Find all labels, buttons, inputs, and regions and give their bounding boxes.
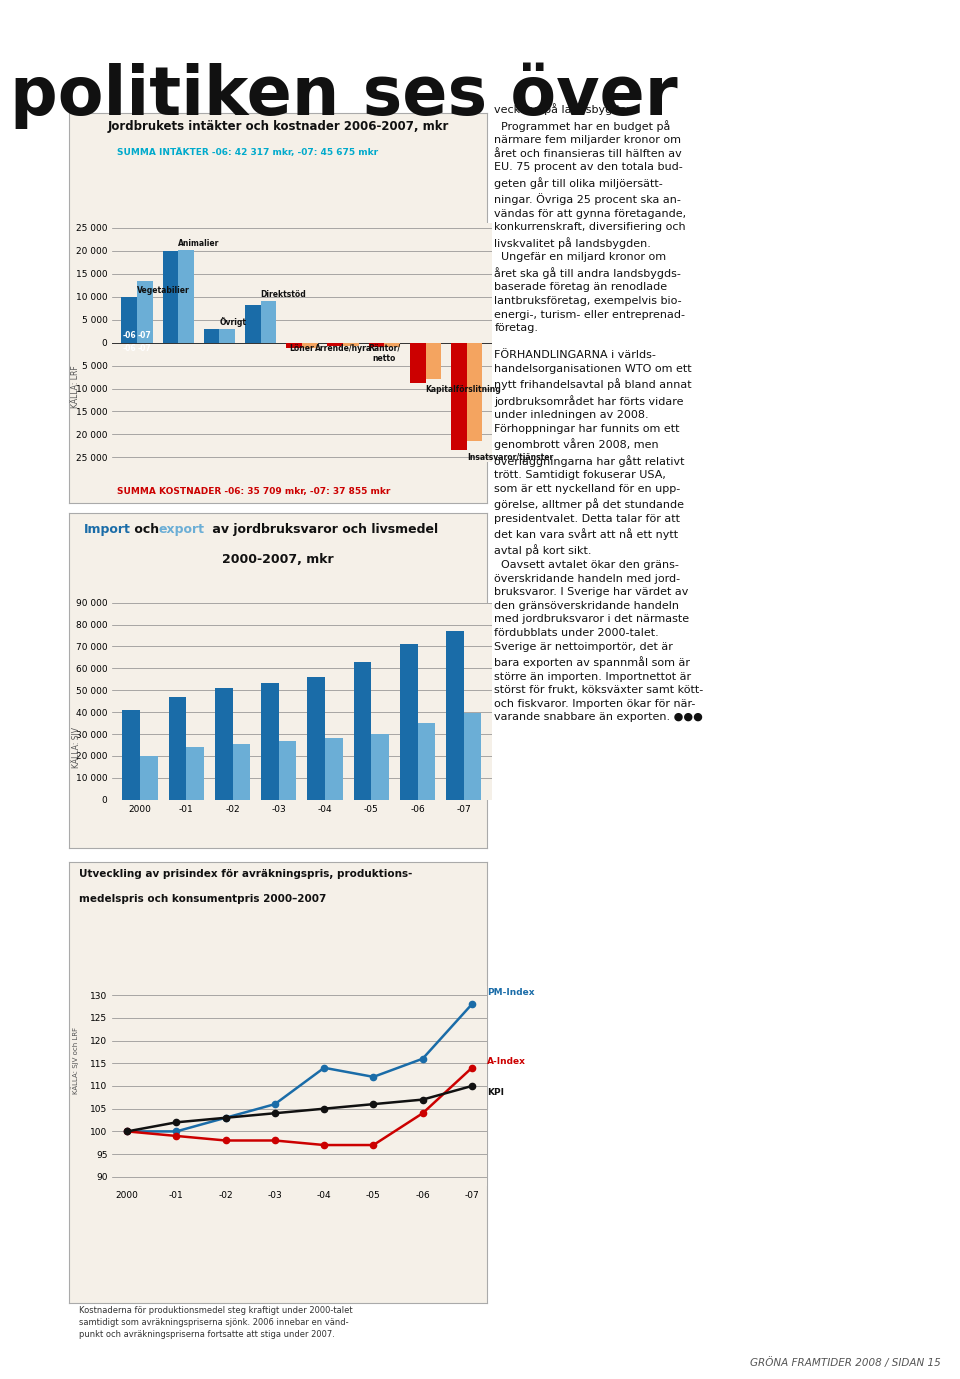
Bar [286,342,301,348]
Bar [425,342,442,379]
Bar [232,743,251,800]
Text: Övrigt: Övrigt [220,317,247,327]
Text: Kostnaderna för produktionsmedel steg kraftigt under 2000-talet
samtidigt som av: Kostnaderna för produktionsmedel steg kr… [79,1306,352,1339]
Bar [204,330,220,342]
Text: Kapitalförslitning: Kapitalförslitning [425,385,501,394]
Text: KÄLLA: SJV och LRF: KÄLLA: SJV och LRF [71,1027,79,1094]
Text: Löner: Löner [290,343,314,353]
Text: -06: -06 [123,331,136,341]
Bar [137,281,153,342]
Text: Vegetabilier: Vegetabilier [137,285,190,295]
Bar [140,756,157,800]
Text: medelspris och konsumentpris 2000–2007: medelspris och konsumentpris 2000–2007 [79,894,326,903]
Bar [467,342,483,441]
Text: GRÖNA FRAMTIDER 2008 / SIDAN 15: GRÖNA FRAMTIDER 2008 / SIDAN 15 [750,1357,941,1368]
Text: A-Index: A-Index [487,1056,525,1066]
Bar [215,688,232,800]
Text: 2000-2007, mkr: 2000-2007, mkr [222,553,334,565]
Text: KÄLLA: LRF: KÄLLA: LRF [71,365,80,408]
Text: Utveckling av prisindex för avräkningspris, produktions-: Utveckling av prisindex för avräkningspr… [79,869,412,878]
Bar [369,342,384,346]
Text: KÄLLA: SJV: KÄLLA: SJV [71,727,81,768]
Bar [123,710,140,800]
Text: SUMMA KOSTNADER -06: 35 709 mkr, -07: 37 855 mkr: SUMMA KOSTNADER -06: 35 709 mkr, -07: 37… [117,487,391,496]
Bar [327,342,343,346]
Bar [245,305,261,342]
Bar [343,342,359,346]
Text: Jordbrukets intäkter och kostnader 2006-2007, mkr: Jordbrukets intäkter och kostnader 2006-… [108,120,448,132]
Text: Räntor/
netto: Räntor/ netto [369,343,400,363]
Bar [384,342,400,346]
Text: -07: -07 [138,331,152,341]
Text: Import: Import [84,523,131,535]
Text: veckling på landsbygden.
  Programmet har en budget på
närmare fem miljarder kro: veckling på landsbygden. Programmet har … [494,103,704,723]
Bar [325,739,343,800]
Bar [307,677,325,800]
Bar [353,662,372,800]
Bar [261,683,278,800]
Bar [446,632,464,800]
Text: och: och [130,523,163,535]
Text: Arrende/hyra: Arrende/hyra [315,343,372,353]
Text: SUMMA INTÄKTER -06: 42 317 mkr, -07: 45 675 mkr: SUMMA INTÄKTER -06: 42 317 mkr, -07: 45 … [117,148,378,157]
Bar [410,342,425,383]
Text: av jordbruksvaror och livsmedel: av jordbruksvaror och livsmedel [208,523,439,535]
Bar [400,644,418,800]
Bar [418,723,435,800]
Bar [451,342,467,451]
Bar [162,251,179,342]
Bar [121,296,137,342]
Text: Direktstöd: Direktstöd [261,290,306,299]
Text: politiken ses över: politiken ses över [10,62,677,128]
Bar [261,302,276,342]
Text: -07: -07 [138,343,152,353]
Text: export: export [158,523,204,535]
Text: PM-Index: PM-Index [487,989,534,997]
Text: -06: -06 [123,343,136,353]
Bar [301,342,318,348]
Bar [278,741,297,800]
Bar [179,250,194,342]
Text: Insatsvaror/tjänster: Insatsvaror/tjänster [467,452,553,462]
Bar [169,696,186,800]
Bar [220,330,235,342]
Text: Animalier: Animalier [179,239,220,248]
Bar [186,747,204,800]
Bar [372,734,389,800]
Bar [464,713,481,800]
Text: KPI: KPI [487,1088,504,1098]
